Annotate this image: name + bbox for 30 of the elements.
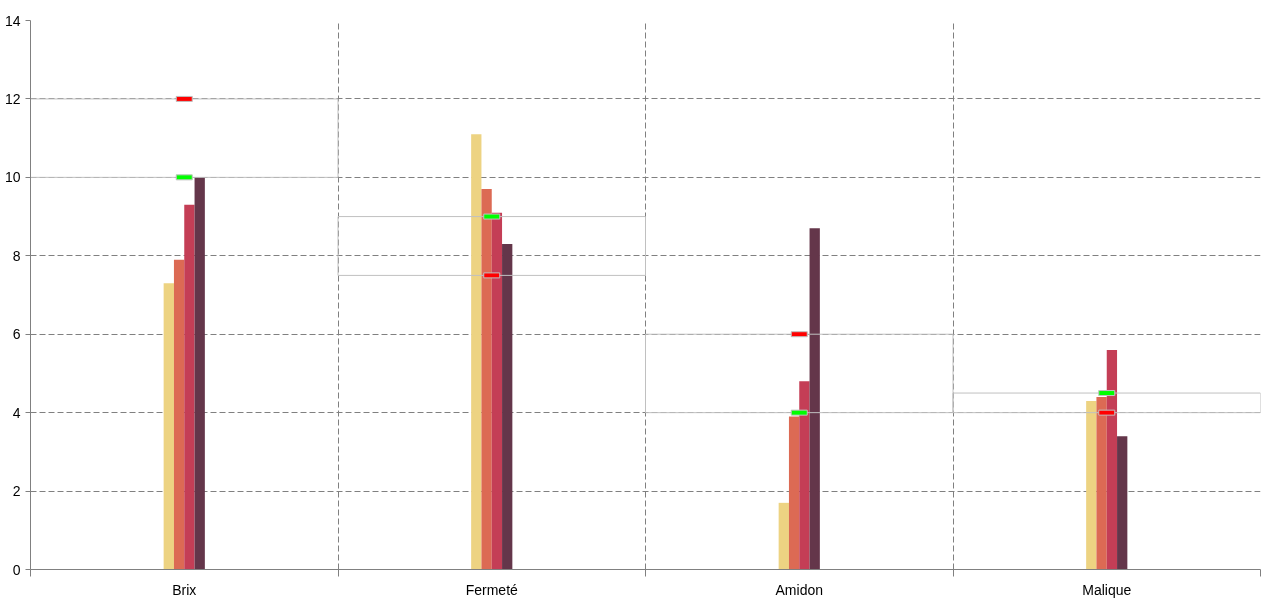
x-tick-label: Amidon [775, 581, 823, 598]
y-tick-label: 12 [4, 90, 21, 107]
bar [788, 416, 800, 570]
bar [1106, 349, 1118, 570]
y-tick-label: 2 [12, 483, 21, 500]
bar [809, 228, 820, 570]
bar [502, 244, 513, 570]
bar [491, 212, 503, 570]
x-tick-label: Brix [172, 581, 197, 598]
y-tick-label: 0 [12, 561, 21, 578]
bar [1117, 436, 1128, 570]
bar [778, 502, 789, 570]
bar [799, 381, 810, 570]
bar [1096, 396, 1107, 570]
bar [194, 177, 205, 570]
bar [471, 134, 482, 570]
bar [1086, 400, 1097, 570]
y-tick-label: 6 [12, 326, 21, 343]
y-tick-label: 14 [4, 12, 21, 29]
bar [163, 283, 174, 570]
y-tick-label: 8 [12, 247, 21, 264]
x-tick-label: Fermeté [465, 581, 519, 598]
bar [173, 259, 185, 570]
bar [481, 189, 492, 570]
bar [184, 204, 195, 570]
bar [30, 98, 339, 178]
y-tick-label: 4 [12, 404, 21, 421]
bar [337, 216, 646, 276]
x-tick-label: Malique [1082, 581, 1132, 598]
y-tick-label: 10 [4, 169, 21, 186]
